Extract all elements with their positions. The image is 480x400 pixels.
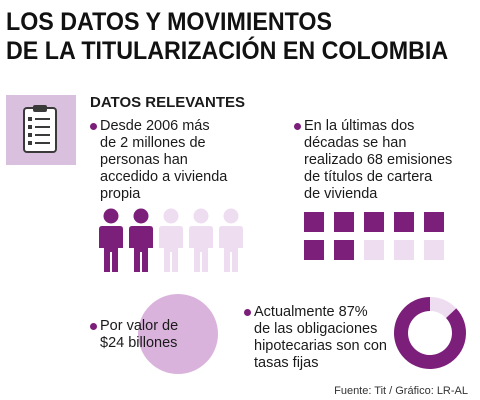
title-line-1: LOS DATOS Y MOVIMIENTOS — [6, 8, 332, 36]
fact-people-line: Desde 2006 más — [100, 118, 210, 134]
person-icon — [159, 208, 183, 272]
grid-square — [334, 212, 354, 232]
fact-emissions: En la últimas dos décadas se han realiza… — [294, 118, 453, 203]
person-icon — [189, 208, 213, 272]
infographic-title: LOS DATOS Y MOVIMIENTOS DE LA TITULARIZA… — [6, 8, 449, 66]
grid-square — [394, 212, 414, 232]
bullet-icon — [90, 123, 97, 130]
fact-fixed-rate-line: tasas fijas — [254, 355, 319, 371]
bullet-icon — [90, 323, 97, 330]
fact-fixed-rate-line: hipotecarias son con — [254, 338, 387, 354]
grid-square — [364, 240, 384, 260]
fact-emissions-line: de vivienda — [304, 186, 378, 202]
section-heading: DATOS RELEVANTES — [90, 94, 246, 111]
donut-fixed-share — [394, 297, 466, 369]
grid-square — [304, 212, 324, 232]
value-circle — [138, 294, 218, 374]
clipboard-panel — [6, 95, 76, 165]
fact-emissions-line: En la últimas dos — [304, 118, 415, 134]
grid-square — [334, 240, 354, 260]
grid-square — [424, 212, 444, 232]
fact-people: Desde 2006 más de 2 millones de personas… — [90, 118, 228, 203]
fact-fixed-rate: Actualmente 87% de las obligaciones hipo… — [244, 304, 387, 372]
bullet-icon — [244, 309, 251, 316]
fact-emissions-line: realizado 68 emisiones — [304, 152, 453, 168]
fact-value-line: Por valor de — [100, 318, 179, 334]
clipboard-icon — [23, 105, 57, 153]
grid-square — [394, 240, 414, 260]
fact-value: Por valor de $24 billones — [90, 318, 179, 352]
fact-people-line: de 2 millones de — [100, 135, 206, 151]
fixed-rate-donut — [394, 297, 466, 369]
source-credit: Fuente: Tit / Gráfico: LR-AL — [334, 385, 468, 397]
fact-people-line: personas han — [100, 152, 188, 168]
fact-fixed-rate-line: Actualmente 87% — [254, 304, 368, 320]
fact-emissions-line: de títulos de cartera — [304, 169, 433, 185]
fact-fixed-rate-line: de las obligaciones — [254, 321, 378, 337]
grid-square — [304, 240, 324, 260]
fact-value-line: $24 billones — [100, 335, 178, 351]
person-icon — [219, 208, 243, 272]
person-icon — [129, 208, 153, 272]
grid-square — [424, 240, 444, 260]
person-icon — [99, 208, 123, 272]
fact-people-line: accedido a vivienda — [100, 169, 228, 185]
bullet-icon — [294, 123, 301, 130]
grid-square — [364, 212, 384, 232]
fact-emissions-line: décadas se han — [304, 135, 407, 151]
fact-people-line: propia — [100, 186, 141, 202]
title-line-2: DE LA TITULARIZACIÓN EN COLOMBIA — [6, 37, 449, 65]
